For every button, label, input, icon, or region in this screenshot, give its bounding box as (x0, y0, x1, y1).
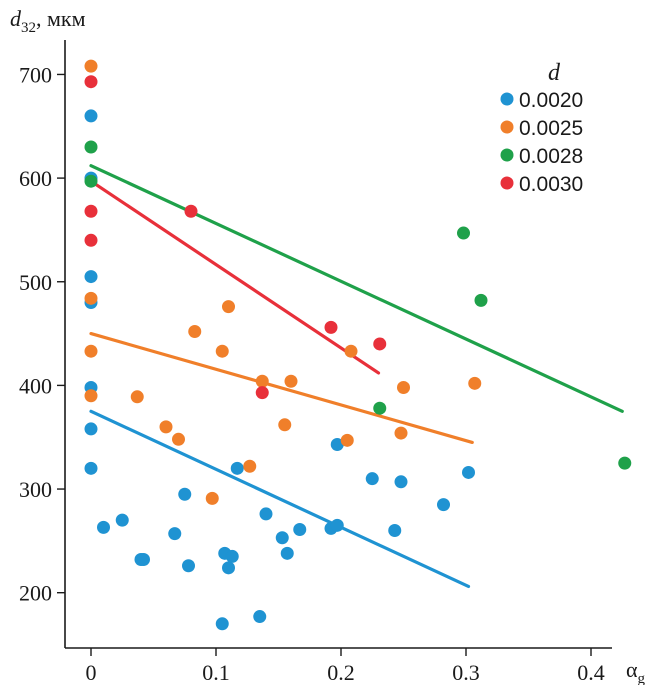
x-axis-title-base: α (626, 657, 638, 682)
series-0-0020-point (253, 610, 267, 624)
series-0-0020-point (230, 461, 244, 475)
series-0-0025-point (468, 376, 482, 390)
series-0-0025-point (84, 59, 98, 73)
series-0-0020-point (462, 465, 475, 479)
series-0-0030-point (324, 320, 338, 334)
x-axis-title-sub: g (638, 671, 646, 685)
series-0-0020-point (437, 498, 450, 512)
series-0-0030-point (184, 204, 198, 218)
y-axis-title-base: d (10, 6, 22, 31)
legend-marker (500, 148, 514, 162)
y-tick-label: 600 (19, 166, 52, 191)
series-0-0025-point (84, 344, 98, 358)
x-tick-label: 0 (86, 660, 97, 685)
x-tick-label: 0.1 (202, 660, 230, 685)
series-0-0030-point (84, 233, 98, 247)
series-0-0020-point (222, 561, 235, 575)
series-0-0025-point (278, 418, 292, 432)
x-tick-label: 0.2 (327, 660, 355, 685)
series-0-0025-point (394, 426, 408, 440)
series-0-0020-point (84, 109, 98, 123)
legend-marker (500, 176, 514, 190)
series-0-0025-point (84, 389, 98, 403)
series-0-0020-point (84, 461, 98, 475)
series-0-0028-point (84, 140, 98, 154)
y-tick-label: 200 (19, 581, 52, 606)
series-0-0030-trend-line (89, 179, 381, 375)
y-tick-label: 300 (19, 477, 52, 502)
x-axis-title: αg (626, 657, 646, 685)
series-0-0020-point (115, 513, 129, 527)
trend-lines (89, 164, 624, 589)
legend: d 0.0020 0.0025 0.0028 0.0030 (500, 60, 583, 196)
legend-label: 0.0020 (519, 89, 583, 112)
series-0-0028-point (373, 401, 387, 415)
series-0-0020-point (365, 472, 379, 486)
y-axis-title: d32, мкм (10, 6, 86, 36)
series-0-0020-point (225, 549, 239, 563)
series-0-0028-point (84, 174, 98, 188)
axis-ticks: 0 0.1 0.2 0.3 0.4 200 300 400 500 600 700 (19, 62, 605, 685)
series-0-0025-point (205, 491, 219, 505)
series-0-0025-point (84, 291, 98, 305)
legend-label: 0.0030 (519, 173, 583, 196)
series-0-0025-point (172, 432, 185, 446)
y-tick-label: 500 (19, 270, 52, 295)
series-0-0020-point (84, 270, 98, 284)
series-0-0028-trend-line (89, 164, 624, 413)
y-axis-title-sub: 32 (21, 20, 36, 36)
series-0-0025-point (130, 390, 144, 404)
series-0-0020-point (388, 524, 402, 538)
series-0-0025-point (159, 420, 173, 434)
series-0-0025-point (344, 344, 358, 358)
series-0-0020-point (215, 617, 229, 631)
series-0-0030-point (84, 204, 98, 218)
series-0-0025-trend-line (89, 331, 474, 445)
series-0-0020-point (275, 531, 289, 545)
series-0-0025-point (222, 300, 235, 314)
legend-marker (500, 120, 514, 134)
series-0-0025-point (255, 374, 269, 388)
series-0-0025-point (397, 380, 410, 394)
series-0-0020-point (84, 422, 98, 436)
series-0-0028-point (457, 226, 470, 240)
series-0-0020-point (259, 507, 273, 521)
y-tick-label: 400 (19, 373, 52, 398)
series-0-0030-point (84, 75, 98, 89)
series-0-0020-point (293, 522, 307, 536)
series-0-0025-point (340, 433, 354, 447)
series-0-0020-point (280, 546, 294, 560)
x-tick-label: 0.3 (452, 660, 480, 685)
series-0-0025-point (215, 344, 229, 358)
series-0-0025-point (188, 325, 202, 339)
legend-label: 0.0025 (519, 117, 583, 140)
legend-label: 0.0028 (519, 145, 583, 168)
series-0-0028-point (474, 293, 488, 307)
series-0-0020-point (137, 553, 150, 567)
y-axis-title-unit: , мкм (36, 6, 86, 31)
legend-title: d (548, 60, 561, 86)
legend-marker (500, 92, 514, 106)
series-0-0020-point (178, 487, 192, 501)
data-points (84, 59, 632, 631)
series-0-0020-point (330, 437, 344, 451)
series-0-0025-point (284, 374, 298, 388)
y-tick-label: 700 (19, 62, 52, 87)
plot-area (64, 40, 612, 649)
series-0-0020-point (394, 475, 408, 489)
series-0-0028-point (618, 456, 632, 470)
x-tick-label: 0.4 (577, 660, 605, 685)
series-0-0025-point (243, 459, 257, 473)
series-0-0020-trend-line (89, 409, 471, 589)
series-0-0020-point (182, 559, 195, 573)
series-0-0020-point (330, 518, 344, 532)
series-0-0020-point (168, 527, 182, 541)
series-0-0030-point (255, 386, 269, 400)
series-0-0020-point (97, 520, 110, 534)
series-0-0030-point (373, 337, 387, 351)
